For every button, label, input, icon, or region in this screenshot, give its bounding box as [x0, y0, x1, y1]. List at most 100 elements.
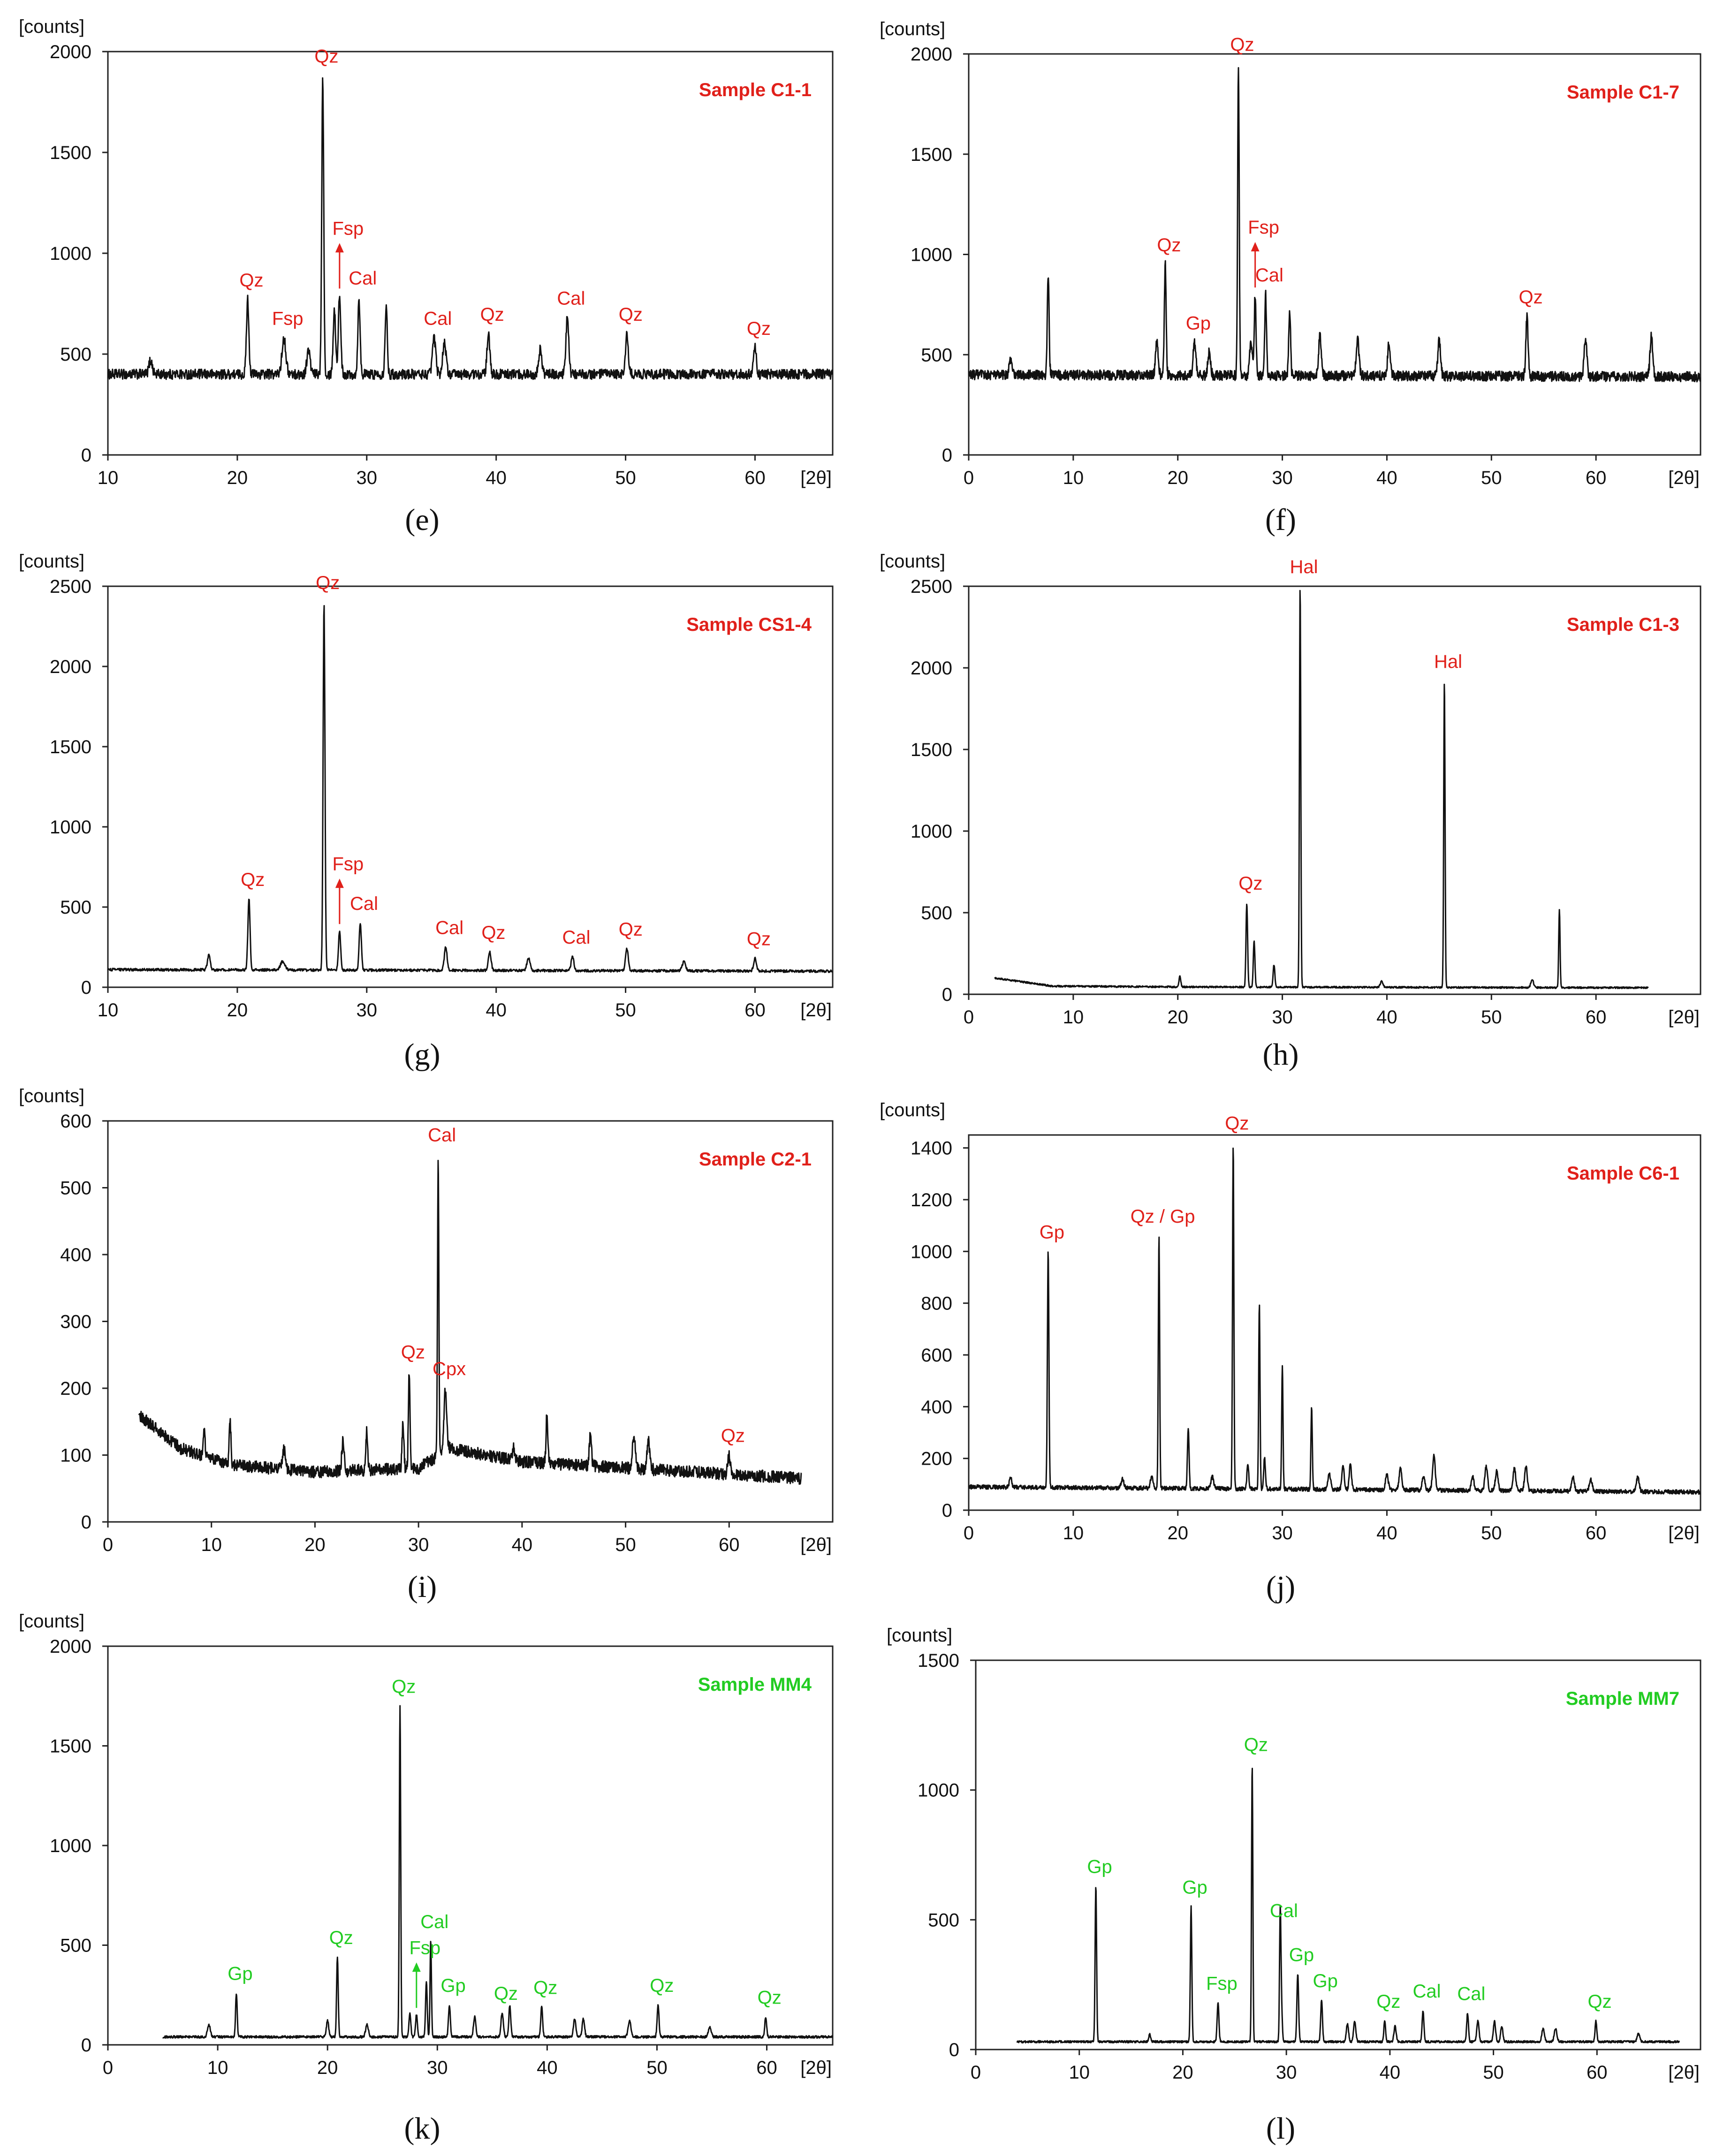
- x-tick-label: 60: [756, 2058, 777, 2078]
- x-tick-label: 0: [964, 468, 974, 488]
- diffraction-series: [107, 77, 833, 380]
- panel-caption: (j): [1266, 1570, 1295, 1604]
- x-tick-label: 50: [615, 468, 636, 488]
- peak-label: Cal: [349, 268, 377, 289]
- peak-label: Qz: [533, 1977, 557, 1998]
- peak-label: Fsp: [409, 1937, 440, 1958]
- y-axis-label: [counts]: [880, 1100, 945, 1120]
- sample-label: Sample C1-1: [699, 80, 812, 100]
- y-tick-label: 400: [60, 1245, 91, 1265]
- y-tick-label: 0: [949, 2040, 959, 2060]
- x-tick-label: 30: [357, 1000, 378, 1021]
- y-axis-label: [counts]: [880, 551, 945, 572]
- y-tick-label: 2000: [911, 658, 952, 679]
- y-tick-label: 0: [81, 445, 91, 466]
- panel-caption: (e): [405, 503, 439, 537]
- peak-label: Cpx: [433, 1359, 466, 1379]
- peak-label: Qz: [481, 923, 505, 943]
- peak-label: Cal: [1457, 1984, 1485, 2005]
- x-tick-label: 50: [1481, 468, 1502, 488]
- x-tick-label: 20: [1167, 1007, 1188, 1028]
- x-tick-label: 50: [1481, 1007, 1502, 1028]
- y-tick-label: 2000: [50, 42, 91, 62]
- x-tick-label: 50: [615, 1535, 636, 1555]
- x-tick-label: 10: [1063, 1007, 1084, 1028]
- peak-label: Cal: [435, 918, 463, 938]
- x-tick-label: 0: [103, 2058, 113, 2078]
- x-tick-label: 10: [1063, 1523, 1084, 1543]
- peak-label: Cal: [420, 1912, 448, 1932]
- diffraction-series: [107, 605, 833, 973]
- peak-label: Qz: [747, 929, 771, 949]
- peak-label: Qz: [1376, 1991, 1400, 2012]
- x-tick-label: 40: [486, 468, 507, 488]
- x-tick-label: 20: [227, 1000, 248, 1021]
- y-tick-label: 1000: [911, 245, 952, 265]
- peak-label: Cal: [424, 309, 452, 329]
- x-tick-label: 60: [719, 1535, 740, 1555]
- peak-label: Qz: [1244, 1734, 1268, 1755]
- panel-caption: (k): [404, 2111, 440, 2146]
- x-tick-label: 20: [317, 2058, 338, 2078]
- y-tick-label: 1000: [50, 817, 91, 838]
- x-tick-label: 30: [357, 468, 378, 488]
- y-axis-label: [counts]: [887, 1625, 952, 1646]
- peak-label: Qz: [721, 1426, 745, 1446]
- x-tick-label: 30: [1272, 468, 1293, 488]
- y-tick-label: 2000: [911, 44, 952, 65]
- plot-frame: [107, 585, 834, 988]
- x-tick-label: 20: [304, 1535, 326, 1555]
- y-tick-label: 1500: [50, 143, 91, 163]
- chart-panel-f: 0 500 1000 1500 2000 0 10 20 30 40 50 60 [counts] [2θ…: [880, 19, 1701, 537]
- x-tick-label: 50: [646, 2058, 668, 2078]
- peak-label: Cal: [562, 927, 590, 948]
- plot-frame: [968, 53, 1701, 456]
- x-tick-label: 30: [427, 2058, 448, 2078]
- x-axis-label: [2θ]: [800, 1535, 832, 1555]
- x-tick-label: 40: [1380, 2062, 1401, 2083]
- y-tick-label: 100: [60, 1445, 91, 1466]
- y-tick-label: 500: [60, 897, 91, 918]
- peak-label: Qz: [747, 318, 771, 339]
- y-tick-label: 500: [60, 1936, 91, 1956]
- plot-frame: [968, 585, 1701, 995]
- peak-label: Qz: [758, 1988, 782, 2008]
- y-tick-label: 2000: [50, 1636, 91, 1657]
- x-axis-label: [2θ]: [1668, 1007, 1700, 1028]
- peak-label: Qz: [619, 919, 643, 940]
- x-tick-label: 40: [1376, 1007, 1397, 1028]
- x-tick-label: 10: [207, 2058, 228, 2078]
- x-tick-label: 40: [512, 1535, 533, 1555]
- peak-label: Qz: [401, 1342, 425, 1362]
- x-tick-label: 20: [227, 468, 248, 488]
- x-tick-label: 0: [964, 1007, 974, 1028]
- peak-arrowhead: [1251, 242, 1260, 251]
- sample-label: Sample CS1-4: [686, 614, 812, 635]
- x-tick-label: 40: [1376, 468, 1397, 488]
- x-tick-label: 0: [103, 1535, 113, 1555]
- x-tick-label: 20: [1172, 2062, 1193, 2083]
- y-tick-label: 500: [60, 1178, 91, 1199]
- y-tick-label: 1000: [50, 1836, 91, 1856]
- x-axis-label: [2θ]: [800, 1000, 832, 1021]
- x-tick-label: 10: [1069, 2062, 1090, 2083]
- y-tick-label: 1500: [911, 740, 952, 760]
- peak-label: Qz: [392, 1677, 416, 1697]
- sample-label: Sample C6-1: [1567, 1163, 1679, 1184]
- chart-panel-l: 0 500 1000 1500 0 10 20 30 40 50 60 [counts] [2θ] Sam…: [887, 1625, 1701, 2146]
- sample-label: Sample C2-1: [699, 1149, 812, 1170]
- peak-label: Cal: [1270, 1900, 1298, 1921]
- y-tick-label: 0: [81, 977, 91, 998]
- x-tick-label: 30: [408, 1535, 429, 1555]
- peak-label: Qz: [619, 304, 643, 325]
- diffraction-series: [162, 1705, 833, 2039]
- y-tick-label: 600: [921, 1345, 952, 1366]
- y-tick-label: 500: [928, 1910, 959, 1930]
- peak-label: Gp: [1313, 1971, 1338, 1991]
- x-tick-label: 20: [1167, 1523, 1188, 1543]
- x-tick-label: 60: [1586, 468, 1607, 488]
- y-axis-label: [counts]: [19, 1086, 84, 1106]
- y-tick-label: 1000: [50, 243, 91, 264]
- panel-caption: (g): [404, 1037, 440, 1072]
- y-tick-label: 200: [921, 1449, 952, 1469]
